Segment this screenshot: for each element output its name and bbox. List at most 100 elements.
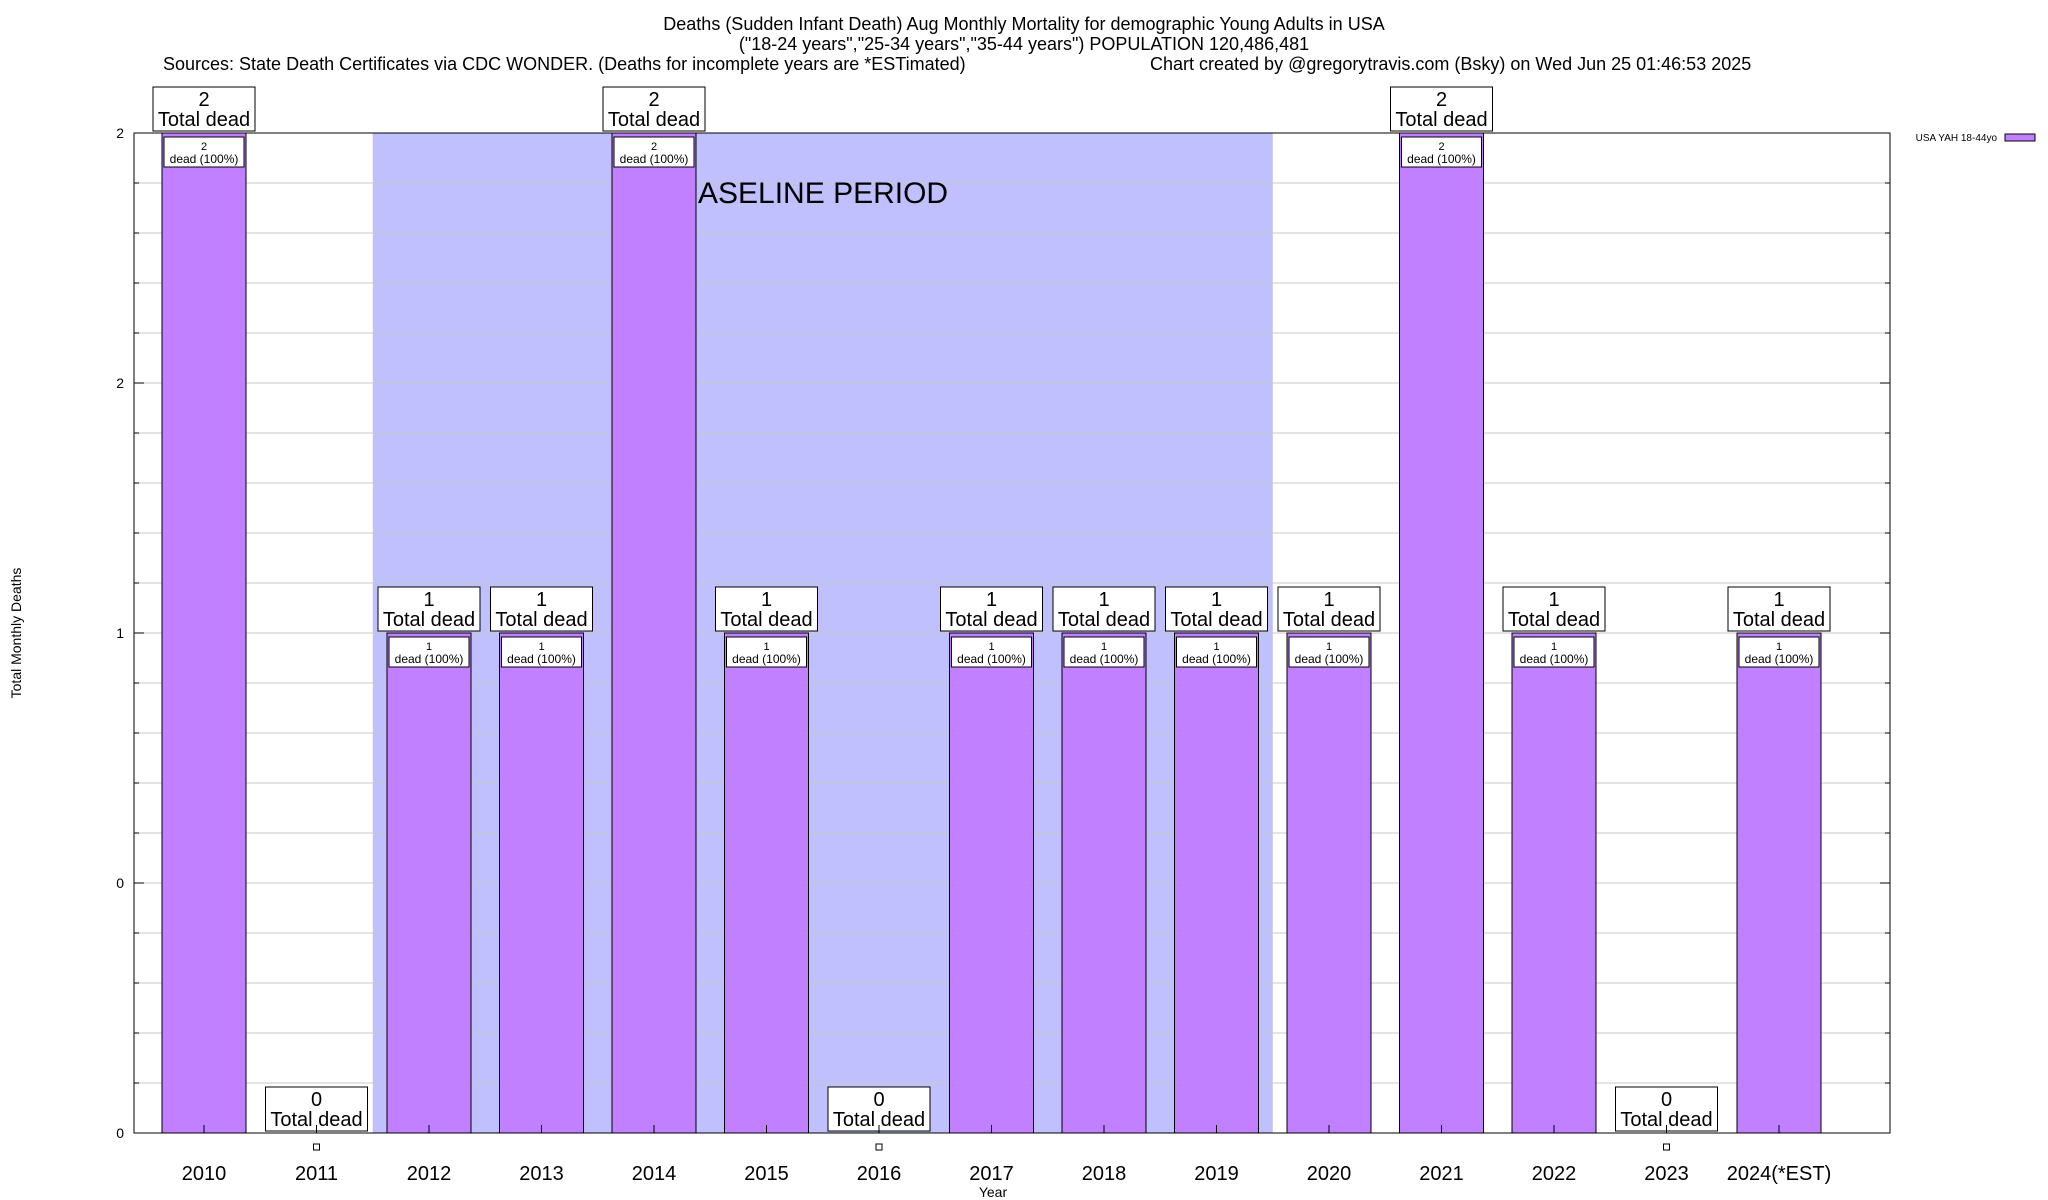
total-label-count: 1 (423, 589, 434, 611)
inner-label-count: 1 (1213, 641, 1219, 653)
x-tick-label: 2021 (1419, 1163, 1464, 1185)
inner-label-pct: dead (100%) (507, 652, 576, 666)
y-tick-label: 2 (116, 125, 124, 141)
y-tick-label: 2 (116, 375, 124, 391)
zero-marker (1663, 1143, 1670, 1151)
inner-label-box (1401, 136, 1482, 168)
x-tick-label: 2011 (295, 1163, 338, 1185)
total-label-count: 2 (198, 89, 209, 111)
inner-label-box (163, 136, 245, 168)
inner-label-pct: dead (100%) (1070, 652, 1139, 666)
chart-title-line-1: Deaths (Sudden Infant Death) Aug Monthly… (663, 14, 1385, 34)
total-label-box (940, 586, 1043, 632)
inner-label-box (951, 636, 1032, 668)
total-label-box (602, 86, 706, 132)
x-tick-label: 2024(*EST) (1727, 1163, 1832, 1185)
x-tick-label: 2017 (969, 1163, 1014, 1185)
inner-label-pct: dead (100%) (1295, 652, 1364, 666)
inner-label-box (726, 636, 807, 668)
total-label-text: Total dead (158, 109, 250, 131)
inner-label-count: 2 (651, 141, 657, 153)
inner-label-pct: dead (100%) (1182, 652, 1251, 666)
total-label-box (377, 586, 481, 632)
inner-label-count: 1 (763, 641, 769, 653)
x-tick-label: 2012 (407, 1163, 452, 1185)
bar-2010 (161, 132, 247, 1134)
total-label-count: 1 (1773, 589, 1784, 611)
chart-sources-text: Sources: State Death Certificates via CD… (163, 54, 966, 74)
legend-label: USA YAH 18-44yo (1916, 133, 1998, 144)
inner-label-box (501, 636, 582, 668)
inner-label-count: 1 (1101, 641, 1107, 653)
x-tick-label: 2022 (1532, 1163, 1577, 1185)
x-tick-label: 2023 (1644, 1163, 1689, 1185)
inner-label-pct: dead (100%) (1745, 652, 1814, 666)
inner-label-pct: dead (100%) (957, 652, 1026, 666)
x-tick-label: 2010 (182, 1163, 227, 1185)
inner-label-box (1738, 636, 1820, 668)
y-tick-label: 0 (116, 875, 124, 891)
bar-2022 (1511, 632, 1597, 1134)
total-label-count: 1 (761, 589, 772, 611)
zero-marker (313, 1143, 320, 1151)
zero-marker (875, 1143, 883, 1151)
inner-label-box (613, 136, 695, 168)
total-label-text: Total dead (1395, 109, 1487, 131)
total-label-count: 1 (536, 589, 547, 611)
x-tick-label: 2019 (1194, 1163, 1239, 1185)
total-label-text: Total dead (945, 609, 1037, 631)
baseline-period-label: BASELINE PERIOD (678, 177, 948, 210)
total-label-box (715, 586, 818, 632)
x-axis-label: Year (979, 1184, 1008, 1200)
inner-label-pct: dead (100%) (732, 652, 801, 666)
total-label-text: Total dead (1058, 609, 1150, 631)
x-tick-label: 2014 (632, 1163, 677, 1185)
y-axis-label: Total Monthly Deaths (8, 568, 24, 699)
total-label-text: Total dead (1733, 609, 1825, 631)
total-label-box (1390, 86, 1493, 132)
inner-label-box (388, 636, 470, 668)
total-label-text: Total dead (1620, 1109, 1712, 1131)
inner-label-count: 1 (988, 641, 994, 653)
plot-frame (133, 132, 1891, 1134)
total-label-count: 1 (1211, 589, 1222, 611)
inner-label-count: 1 (1551, 641, 1557, 653)
total-label-count: 0 (1661, 1089, 1672, 1111)
bar-2018 (1061, 632, 1147, 1134)
total-label-box (1727, 586, 1831, 632)
total-label-box (265, 1086, 368, 1132)
total-label-count: 1 (1548, 589, 1559, 611)
total-label-count: 1 (1323, 589, 1334, 611)
bar-2024(*EST) (1736, 632, 1822, 1134)
bar-2013 (499, 632, 584, 1134)
total-label-count: 0 (311, 1089, 322, 1111)
total-label-count: 2 (648, 89, 659, 111)
inner-label-pct: dead (100%) (395, 652, 464, 666)
total-label-count: 1 (986, 589, 997, 611)
bar-2020 (1286, 632, 1372, 1134)
inner-label-pct: dead (100%) (1407, 152, 1476, 166)
total-label-text: Total dead (720, 609, 812, 631)
total-label-text: Total dead (1283, 609, 1375, 631)
chart-credit-text: Chart created by @gregorytravis.com (Bsk… (1150, 54, 1752, 74)
total-label-count: 1 (1098, 589, 1109, 611)
inner-label-box (1176, 636, 1257, 668)
total-label-text: Total dead (833, 1109, 925, 1131)
inner-label-pct: dead (100%) (170, 152, 239, 166)
bar-2015 (724, 632, 809, 1134)
legend-swatch (2004, 133, 2036, 142)
inner-label-count: 1 (1776, 641, 1782, 653)
inner-label-box (1288, 636, 1370, 668)
inner-label-count: 1 (426, 641, 432, 653)
x-tick-label: 2013 (519, 1163, 564, 1185)
total-label-box (1277, 586, 1381, 632)
total-label-count: 0 (873, 1089, 884, 1111)
total-label-box (1615, 1086, 1718, 1132)
x-tick-label: 2015 (744, 1163, 789, 1185)
total-label-count: 2 (1436, 89, 1447, 111)
inner-label-box (1063, 636, 1145, 668)
inner-label-pct: dead (100%) (1520, 652, 1589, 666)
inner-label-box (1513, 636, 1595, 668)
total-label-text: Total dead (608, 109, 700, 131)
bar-2019 (1174, 632, 1259, 1134)
